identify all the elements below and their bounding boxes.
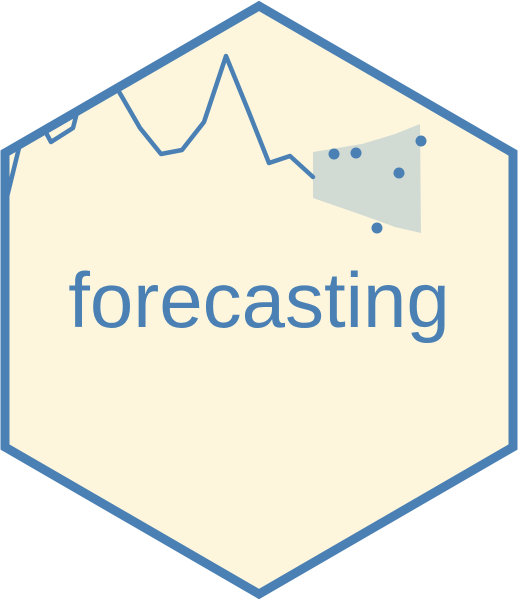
sticker-title: forecasting [68, 256, 450, 344]
forecast-plot [5, 39, 427, 234]
observed-point [415, 135, 427, 147]
observed-point [393, 167, 405, 179]
historical-series-line [5, 39, 316, 208]
observed-point [328, 148, 340, 160]
observed-point [350, 147, 362, 159]
forecast-interval-band [313, 124, 421, 233]
observed-point [371, 222, 383, 234]
